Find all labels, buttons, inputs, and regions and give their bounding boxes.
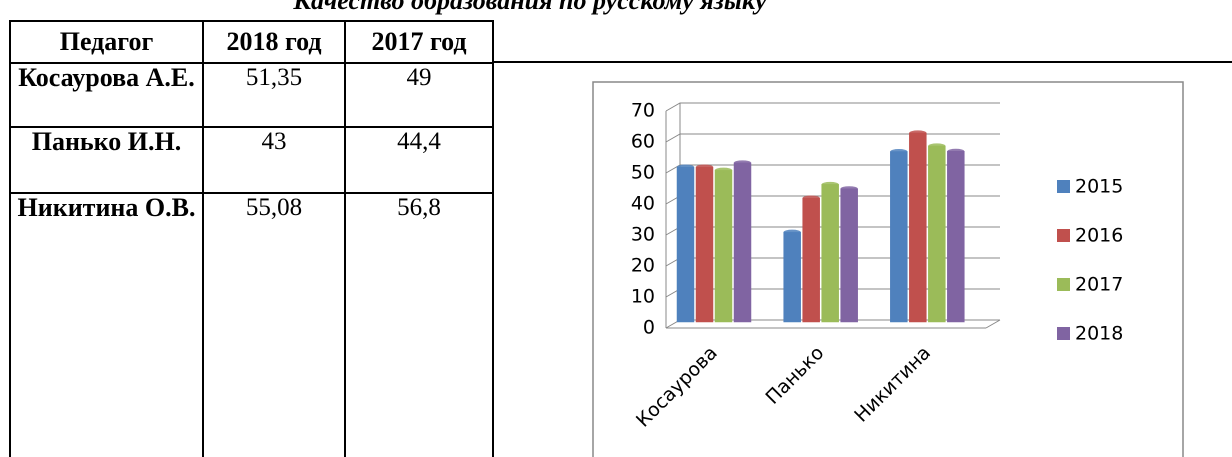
y-tick-label: 30 — [631, 224, 655, 246]
legend-swatch — [1057, 229, 1070, 242]
bar-top — [928, 143, 946, 149]
legend-swatch — [1057, 180, 1070, 193]
bar-top — [734, 160, 751, 166]
bar-top — [890, 149, 908, 154]
value-cell: 49 — [344, 62, 494, 128]
results-table: Педагог 2018 год 2017 год Косаурова А.Е.… — [9, 20, 494, 457]
y-tick-label: 10 — [631, 286, 655, 308]
table-line — [493, 61, 1232, 63]
legend-label: 2018 — [1075, 323, 1123, 345]
y-tick-label: 20 — [631, 255, 655, 277]
doc-title: Качество образования по русскому языку — [293, 0, 767, 15]
bar — [890, 151, 908, 323]
value-cell: 51,35 — [202, 62, 346, 128]
header-cell: Педагог — [9, 20, 204, 64]
teacher-cell: Панько И.Н. — [9, 126, 204, 194]
grid-line — [665, 133, 1000, 143]
y-tick-label: 40 — [631, 193, 655, 215]
y-tick-label: 60 — [631, 131, 655, 153]
value-cell: 56,8 — [344, 192, 494, 457]
value-cell: 44,4 — [344, 126, 494, 194]
bar-top — [696, 164, 713, 170]
bar — [947, 151, 965, 323]
bar-top — [802, 195, 820, 201]
teacher-cell: Косаурова А.Е. — [9, 62, 204, 128]
bar — [695, 166, 714, 323]
bar — [840, 188, 858, 323]
bar-top — [783, 229, 801, 235]
legend-swatch — [1057, 278, 1070, 291]
bar-top — [947, 148, 965, 154]
bar — [821, 184, 839, 323]
value-cell: 55,08 — [202, 192, 346, 457]
bar — [802, 197, 820, 323]
y-tick-label: 0 — [643, 317, 655, 339]
y-tick-label: 70 — [631, 100, 655, 122]
legend-label: 2017 — [1075, 274, 1123, 296]
bar — [733, 162, 752, 323]
bar — [676, 166, 695, 323]
header-cell: 2018 год — [202, 20, 346, 64]
header-cell: 2017 год — [344, 20, 494, 64]
axis-line — [985, 319, 1001, 329]
grid-line — [665, 102, 1000, 112]
value-cell: 43 — [202, 126, 346, 194]
bar-top — [821, 181, 839, 187]
bar-top — [715, 167, 732, 173]
bar-top — [909, 130, 927, 136]
legend-label: 2016 — [1075, 225, 1123, 247]
legend-swatch — [1057, 327, 1070, 340]
y-tick-label: 50 — [631, 162, 655, 184]
legend-label: 2015 — [1075, 176, 1123, 198]
bar-top — [840, 186, 858, 192]
bar — [928, 145, 946, 323]
teacher-cell: Никитина О.В. — [9, 192, 204, 457]
bar-top — [677, 164, 694, 170]
bar — [714, 169, 733, 323]
bar — [783, 231, 801, 323]
bar — [909, 132, 927, 323]
